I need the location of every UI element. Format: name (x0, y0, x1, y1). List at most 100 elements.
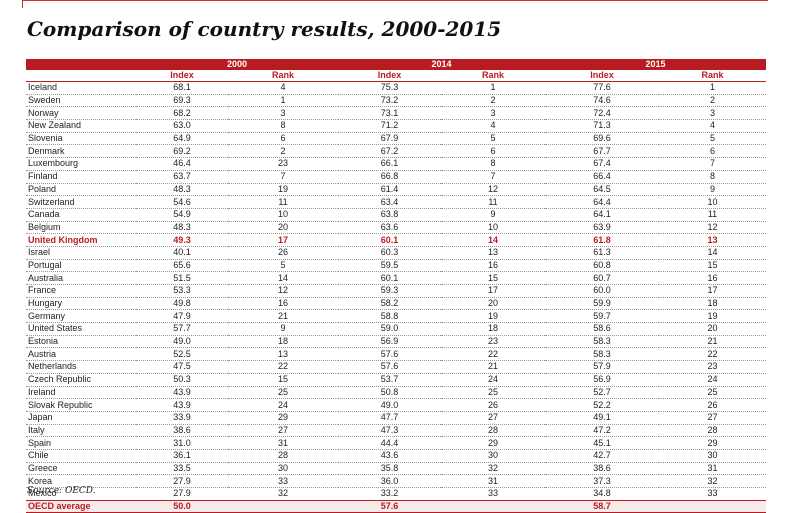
rank-cell: 3 (228, 106, 338, 121)
rank-cell: 14 (441, 233, 545, 247)
index-cell: 35.8 (338, 462, 441, 476)
table-row: Spain 31.0 31 44.4 29 45.1 29 (26, 436, 766, 450)
rank-cell: 4 (228, 81, 338, 95)
index-cell: 71.2 (338, 119, 441, 133)
rank-cell: 16 (659, 271, 766, 285)
rank-cell: 24 (659, 373, 766, 387)
country-cell: Poland (26, 183, 136, 197)
country-cell: France (26, 284, 136, 298)
rank-header: Rank (228, 70, 338, 82)
index-cell: 52.5 (136, 347, 228, 362)
rank-cell: 23 (228, 157, 338, 171)
rank-cell: 11 (228, 195, 338, 209)
rank-cell: 8 (228, 119, 338, 133)
rank-cell: 33 (228, 474, 338, 488)
rank-cell: 14 (659, 246, 766, 260)
country-cell: Korea (26, 474, 136, 488)
index-cell: 66.4 (545, 170, 659, 184)
rank-cell: 32 (441, 462, 545, 476)
country-cell: Canada (26, 208, 136, 222)
rank-cell: 7 (441, 170, 545, 184)
rank-cell: 14 (228, 271, 338, 285)
rank-cell: 18 (441, 322, 545, 336)
index-header: Index (136, 70, 228, 82)
country-cell: Hungary (26, 297, 136, 311)
country-cell: United Kingdom (26, 233, 136, 247)
table-row: Israel 40.1 26 60.3 13 61.3 14 (26, 246, 766, 260)
rank-cell: 27 (659, 411, 766, 425)
index-cell: 71.3 (545, 119, 659, 133)
index-cell: 61.4 (338, 183, 441, 197)
index-cell: 74.6 (545, 94, 659, 108)
index-cell: 37.3 (545, 474, 659, 488)
rank-cell: 26 (228, 246, 338, 260)
top-rule (22, 0, 768, 8)
country-cell: Belgium (26, 221, 136, 235)
index-cell: 69.3 (136, 94, 228, 108)
rank-cell: 20 (659, 322, 766, 336)
table-row: United Kingdom 49.3 17 60.1 14 61.8 13 (26, 233, 766, 247)
index-cell: 36.1 (136, 449, 228, 463)
table-row: Poland 48.3 19 61.4 12 64.5 9 (26, 183, 766, 197)
index-cell: 60.3 (338, 246, 441, 260)
index-cell: 42.7 (545, 449, 659, 463)
table-row: Greece 33.5 30 35.8 32 38.6 31 (26, 462, 766, 476)
index-cell: 38.6 (545, 462, 659, 476)
rank-cell: 9 (659, 183, 766, 197)
index-cell: 53.7 (338, 373, 441, 387)
index-cell: 60.0 (545, 284, 659, 298)
index-cell: 65.6 (136, 259, 228, 273)
table-row: Iceland 68.1 4 75.3 1 77.6 1 (26, 81, 766, 95)
country-cell: OECD average (26, 499, 136, 513)
country-cell: Chile (26, 449, 136, 463)
country-cell: Luxembourg (26, 157, 136, 171)
index-cell: 36.0 (338, 474, 441, 488)
index-cell: 63.4 (338, 195, 441, 209)
index-cell: 64.4 (545, 195, 659, 209)
index-cell: 49.0 (338, 398, 441, 412)
index-cell: 73.1 (338, 106, 441, 121)
rank-cell: 3 (659, 106, 766, 121)
rank-cell: 15 (441, 271, 545, 285)
rank-cell: 12 (228, 284, 338, 298)
table-row: Czech Republic 50.3 15 53.7 24 56.9 24 (26, 373, 766, 387)
table-row: Netherlands 47.5 22 57.6 21 57.9 23 (26, 360, 766, 374)
index-cell: 60.8 (545, 259, 659, 273)
rank-cell: 5 (659, 132, 766, 146)
source-note: Source: OECD. (27, 486, 96, 496)
rank-cell: 30 (659, 449, 766, 463)
table-row: Hungary 49.8 16 58.2 20 59.9 18 (26, 297, 766, 311)
index-cell: 49.3 (136, 233, 228, 247)
table-row: Estonia 49.0 18 56.9 23 58.3 21 (26, 335, 766, 349)
rank-cell: 4 (441, 119, 545, 133)
index-cell: 27.9 (136, 474, 228, 488)
rank-cell: 21 (659, 335, 766, 349)
table-row: Chile 36.1 28 43.6 30 42.7 30 (26, 449, 766, 463)
index-cell: 56.9 (545, 373, 659, 387)
country-cell: Israel (26, 246, 136, 260)
country-cell: Austria (26, 347, 136, 362)
rank-header: Rank (441, 70, 545, 82)
rank-cell: 17 (441, 284, 545, 298)
header-blank (26, 70, 136, 82)
index-cell: 67.2 (338, 144, 441, 159)
table-row: Mexico 27.9 32 33.2 33 34.8 33 (26, 487, 766, 501)
index-cell: 47.2 (545, 424, 659, 438)
rank-cell: 16 (228, 297, 338, 311)
index-cell: 48.3 (136, 221, 228, 235)
rank-cell: 12 (441, 183, 545, 197)
index-cell: 60.7 (545, 271, 659, 285)
table-row: Belgium 48.3 20 63.6 10 63.9 12 (26, 221, 766, 235)
index-cell: 57.6 (338, 499, 441, 513)
index-cell: 33.5 (136, 462, 228, 476)
country-cell: Sweden (26, 94, 136, 108)
index-cell: 43.9 (136, 386, 228, 400)
index-cell: 59.0 (338, 322, 441, 336)
index-cell: 58.2 (338, 297, 441, 311)
index-cell: 45.1 (545, 436, 659, 450)
rank-cell: 6 (441, 144, 545, 159)
rank-cell: 29 (659, 436, 766, 450)
index-cell: 54.9 (136, 208, 228, 222)
index-cell: 67.9 (338, 132, 441, 146)
index-cell: 33.9 (136, 411, 228, 425)
